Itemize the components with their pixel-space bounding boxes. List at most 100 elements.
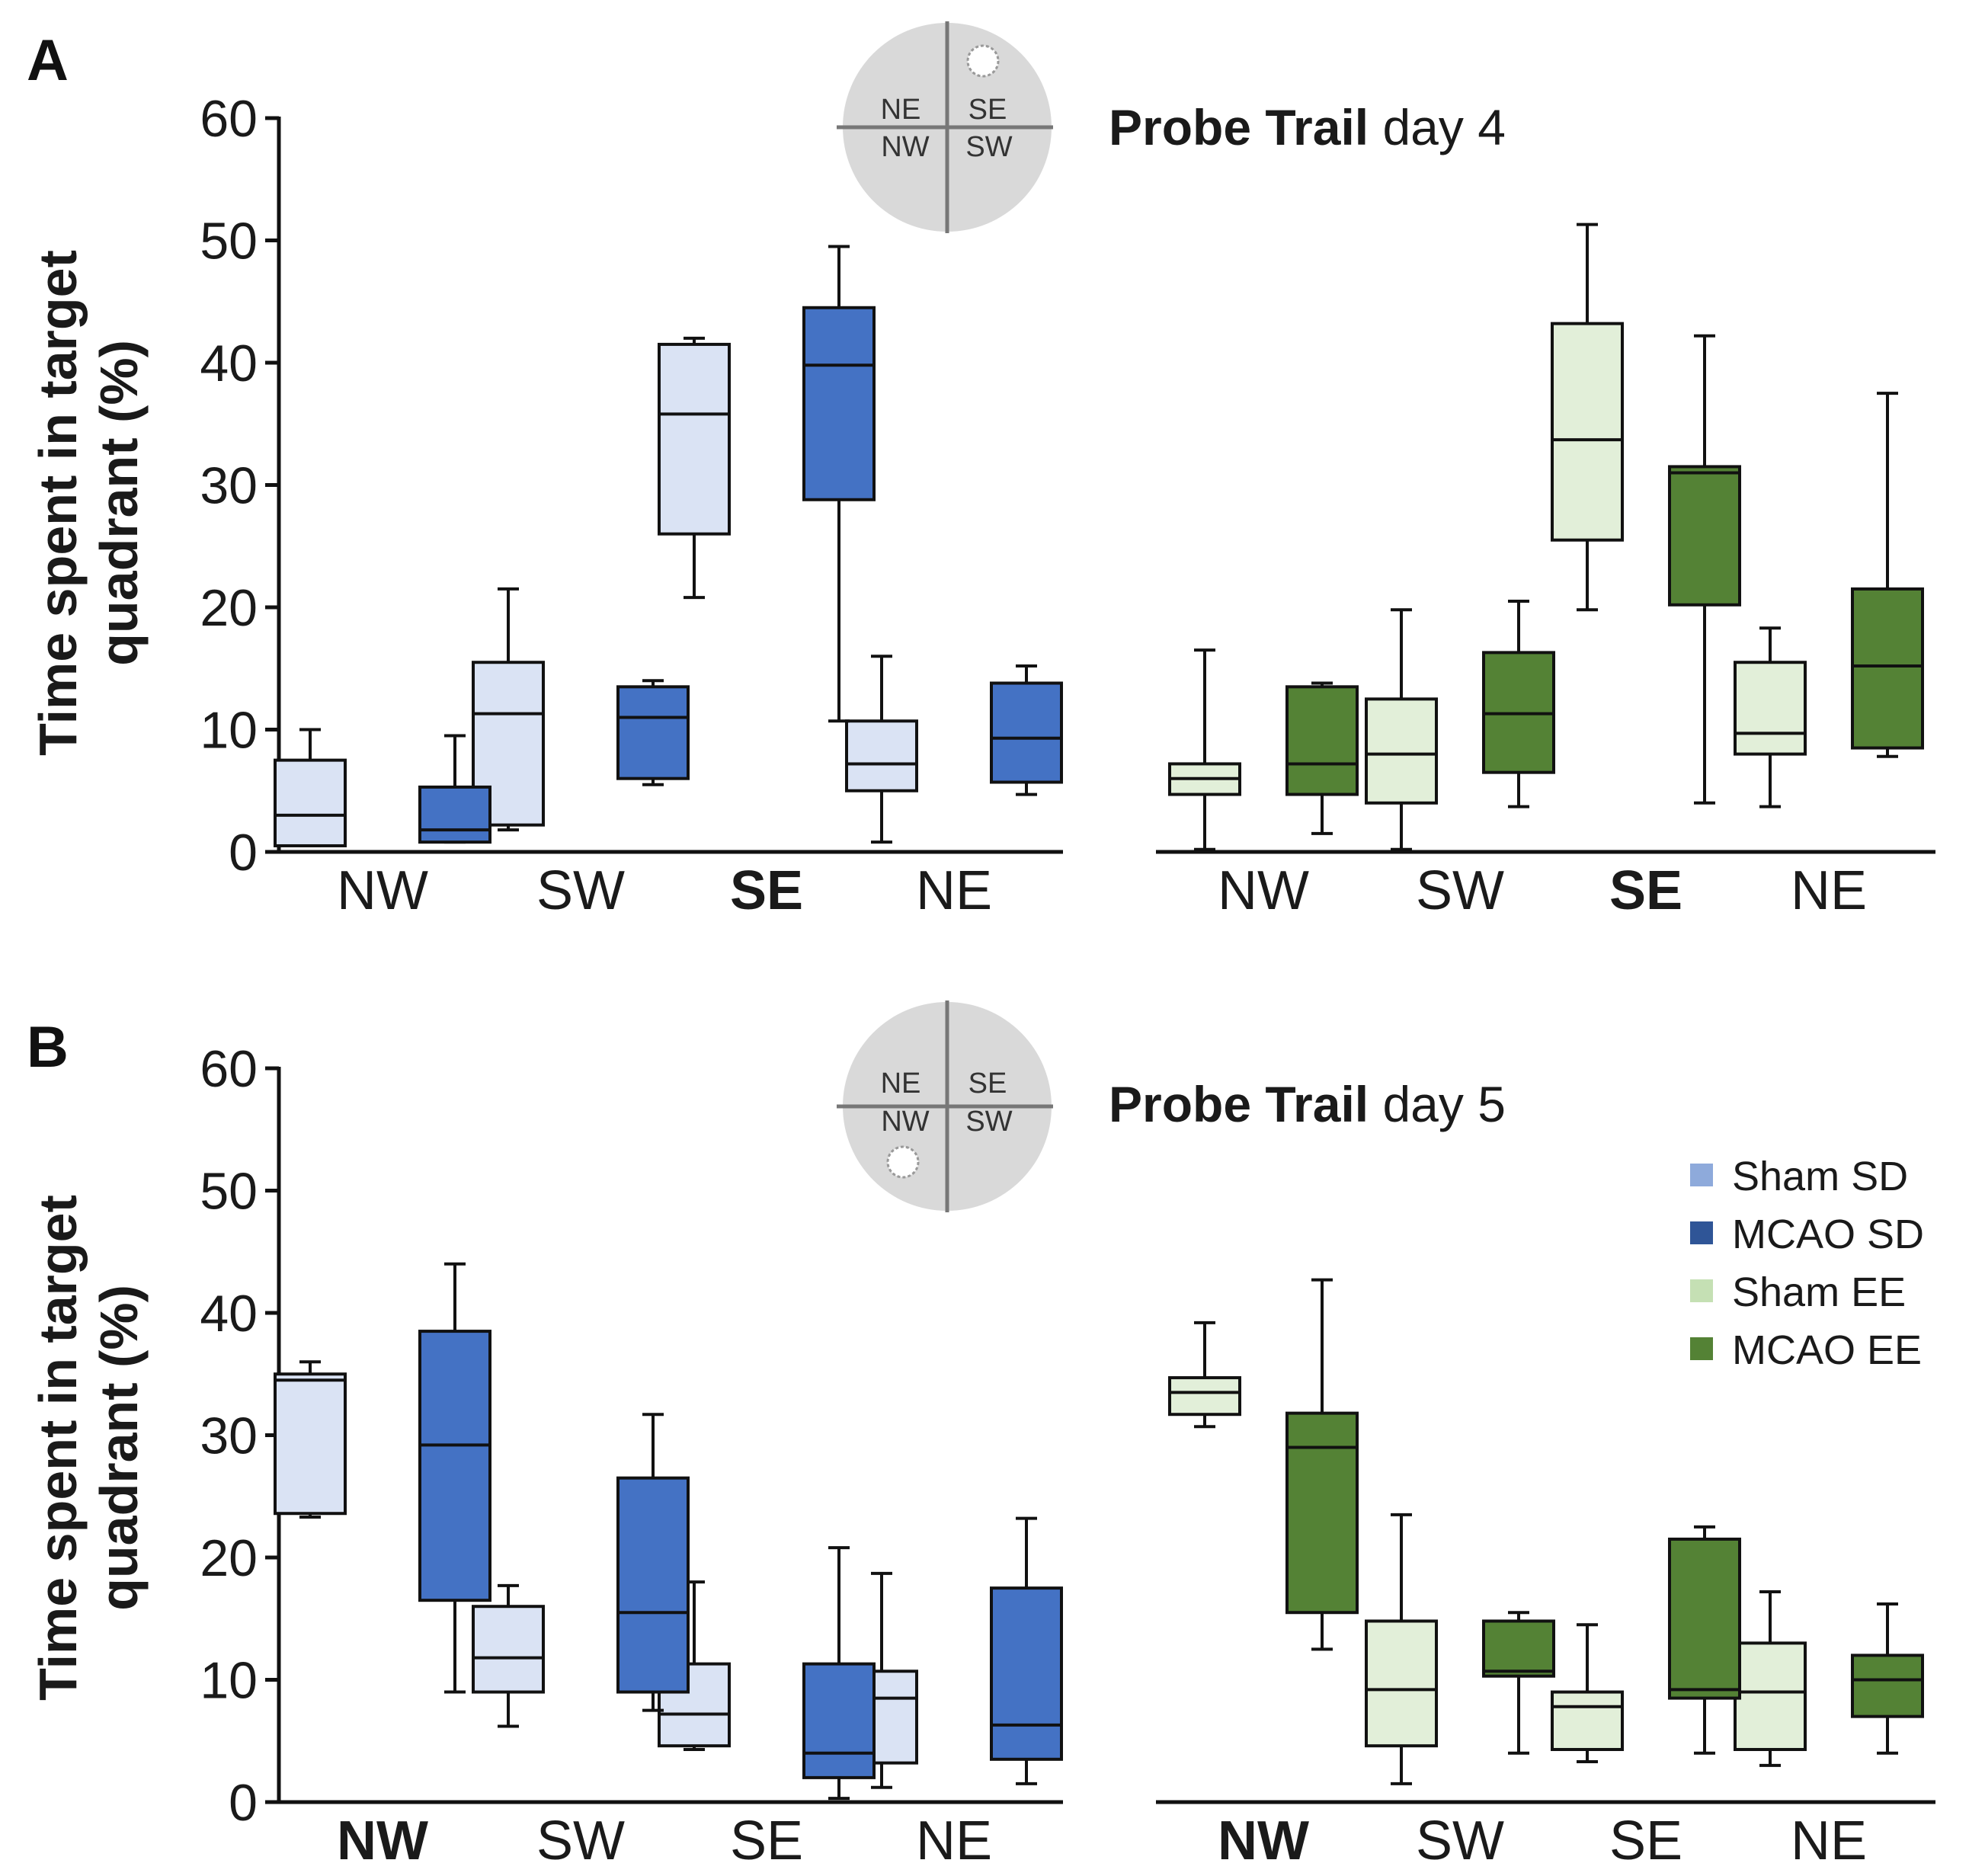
box-a-sham-ee-se <box>1551 222 1624 612</box>
box-b-mcao-sd-ne <box>990 1516 1063 1785</box>
x-category-label-b-left-ne: NE <box>916 1810 992 1871</box>
box-a-mcao-sd-sw-iqr <box>616 685 690 780</box>
y-tick-label-a-0: 0 <box>229 824 258 882</box>
box-a-mcao-ee-nw <box>1285 681 1359 835</box>
box-a-mcao-sd-ne <box>990 664 1063 796</box>
box-a-mcao-ee-ne <box>1851 392 1924 758</box>
box-a-mcao-sd-se <box>802 245 876 723</box>
y-tick-label-b-20: 20 <box>200 1529 258 1587</box>
y-axis-label-a-line1: Time spent in target <box>28 250 88 756</box>
box-a-sham-ee-sw <box>1365 608 1438 851</box>
box-b-mcao-sd-nw-iqr <box>418 1330 491 1602</box>
box-b-mcao-sd-se-iqr <box>802 1662 876 1779</box>
plot-title-a: Probe Trail day 4 <box>1109 99 1506 155</box>
box-a-mcao-ee-se <box>1668 334 1741 805</box>
box-a-sham-sd-ne <box>845 655 918 844</box>
x-category-label-b-right-ne: NE <box>1791 1810 1867 1871</box>
panel-a: A Time spent in target quadrant (%) NE S… <box>27 21 1935 921</box>
plot-area-b: 0 10 20 30 40 50 60 NW SW SE NE NW SW SE NE <box>200 1040 1935 1871</box>
box-b-sham-ee-se <box>1551 1623 1624 1764</box>
quadrant-label-se-a: SE <box>968 94 1007 126</box>
box-a-sham-sd-nw <box>274 728 347 847</box>
y-tick-label-a-60: 60 <box>200 90 258 148</box>
y-axis-label-a-line2: quadrant (%) <box>89 340 149 666</box>
x-category-label-b-right-sw: SW <box>1416 1810 1504 1871</box>
x-category-label-a-left-ne: NE <box>916 860 992 921</box>
y-tick-label-b-10: 10 <box>200 1652 258 1710</box>
y-tick-label-b-60: 60 <box>200 1040 258 1098</box>
x-category-label-b-right-se: SE <box>1609 1810 1682 1871</box>
box-b-sham-ee-nw-iqr <box>1168 1376 1241 1417</box>
box-a-sham-ee-ne <box>1734 626 1807 808</box>
pool-quadrant-inset-b: NE SE NW SW <box>837 1000 1053 1212</box>
x-category-label-a-right-se: SE <box>1609 860 1682 921</box>
box-a-mcao-sd-sw <box>616 679 690 786</box>
y-axis-label-b-line2: quadrant (%) <box>89 1285 149 1611</box>
box-a-sham-sd-ne-iqr <box>845 719 918 792</box>
box-a-sham-ee-ne-iqr <box>1734 661 1807 756</box>
legend: Sham SD MCAO SD Sham EE MCAO EE <box>1690 1154 1924 1373</box>
platform-marker-b <box>886 1145 920 1179</box>
x-category-label-b-right-nw: NW <box>1218 1810 1309 1871</box>
box-b-mcao-ee-ne <box>1851 1602 1924 1755</box>
quadrant-label-nw-b: NW <box>881 1106 929 1138</box>
box-b-sham-sd-nw <box>274 1360 347 1519</box>
x-category-label-a-right-sw: SW <box>1416 860 1504 921</box>
legend-swatch-sham-sd <box>1690 1164 1713 1186</box>
y-tick-label-a-40: 40 <box>200 335 258 392</box>
box-a-mcao-sd-se-iqr <box>802 306 876 501</box>
box-b-sham-ee-sw <box>1365 1513 1438 1785</box>
quadrant-label-sw-a: SW <box>965 131 1012 163</box>
box-b-mcao-ee-sw-iqr <box>1482 1619 1555 1678</box>
box-a-sham-ee-nw <box>1168 648 1241 851</box>
x-category-label-a-right-ne: NE <box>1791 860 1867 921</box>
x-category-label-a-left-sw: SW <box>536 860 625 921</box>
box-a-sham-ee-se-iqr <box>1551 322 1624 542</box>
legend-swatch-sham-ee <box>1690 1279 1713 1302</box>
quadrant-label-se-b: SE <box>968 1068 1007 1100</box>
box-a-sham-ee-sw-iqr <box>1365 697 1438 805</box>
box-a-mcao-sd-nw <box>418 734 491 844</box>
pool-quadrant-inset-a: NE SE NW SW <box>837 21 1053 233</box>
box-b-mcao-sd-se <box>802 1546 876 1801</box>
box-b-sham-sd-sw <box>472 1583 545 1728</box>
legend-label-mcao-sd: MCAO SD <box>1732 1212 1924 1257</box>
box-a-mcao-ee-ne-iqr <box>1851 587 1924 750</box>
y-tick-label-b-40: 40 <box>200 1285 258 1343</box>
quadrant-label-nw-a: NW <box>881 131 929 163</box>
panel-b: B Time spent in target quadrant (%) NE S… <box>27 1000 1935 1871</box>
y-tick-label-a-10: 10 <box>200 702 258 760</box>
box-b-sham-sd-nw-iqr <box>274 1372 347 1516</box>
x-category-label-a-right-nw: NW <box>1218 860 1309 921</box>
box-b-sham-sd-sw-iqr <box>472 1605 545 1694</box>
box-b-mcao-sd-sw <box>616 1413 690 1712</box>
x-category-label-b-left-nw: NW <box>337 1810 428 1871</box>
box-b-mcao-ee-sw <box>1482 1611 1555 1755</box>
box-b-sham-ee-se-iqr <box>1551 1690 1624 1751</box>
plot-title-b-bold: Probe Trail <box>1109 1076 1369 1132</box>
plot-title-b: Probe Trail day 5 <box>1109 1076 1506 1132</box>
platform-marker-a <box>966 44 1000 78</box>
legend-swatch-mcao-sd <box>1690 1221 1713 1244</box>
panel-label-b: B <box>27 1015 69 1080</box>
quadrant-label-sw-b: SW <box>965 1106 1012 1138</box>
y-tick-label-b-0: 0 <box>229 1774 258 1832</box>
box-b-mcao-ee-ne-iqr <box>1851 1654 1924 1718</box>
x-category-label-a-left-se: SE <box>730 860 803 921</box>
plot-title-a-bold: Probe Trail <box>1109 99 1369 155</box>
y-tick-label-a-30: 30 <box>200 457 258 515</box>
box-a-mcao-ee-se-iqr <box>1668 465 1741 607</box>
legend-label-sham-sd: Sham SD <box>1732 1154 1908 1199</box>
y-tick-label-b-50: 50 <box>200 1163 258 1221</box>
panel-label-a: A <box>27 28 69 93</box>
box-a-mcao-ee-sw <box>1482 599 1555 808</box>
box-b-mcao-ee-se-iqr <box>1668 1537 1741 1700</box>
legend-label-mcao-ee: MCAO EE <box>1732 1327 1922 1373</box>
box-b-sham-ee-ne <box>1734 1589 1807 1767</box>
x-category-label-b-left-se: SE <box>730 1810 803 1871</box>
box-b-sham-ee-sw-iqr <box>1365 1619 1438 1748</box>
quadrant-label-ne-b: NE <box>881 1068 921 1100</box>
box-b-sham-ee-nw <box>1168 1321 1241 1429</box>
box-a-sham-sd-nw-iqr <box>274 758 347 847</box>
y-tick-label-a-50: 50 <box>200 213 258 271</box>
